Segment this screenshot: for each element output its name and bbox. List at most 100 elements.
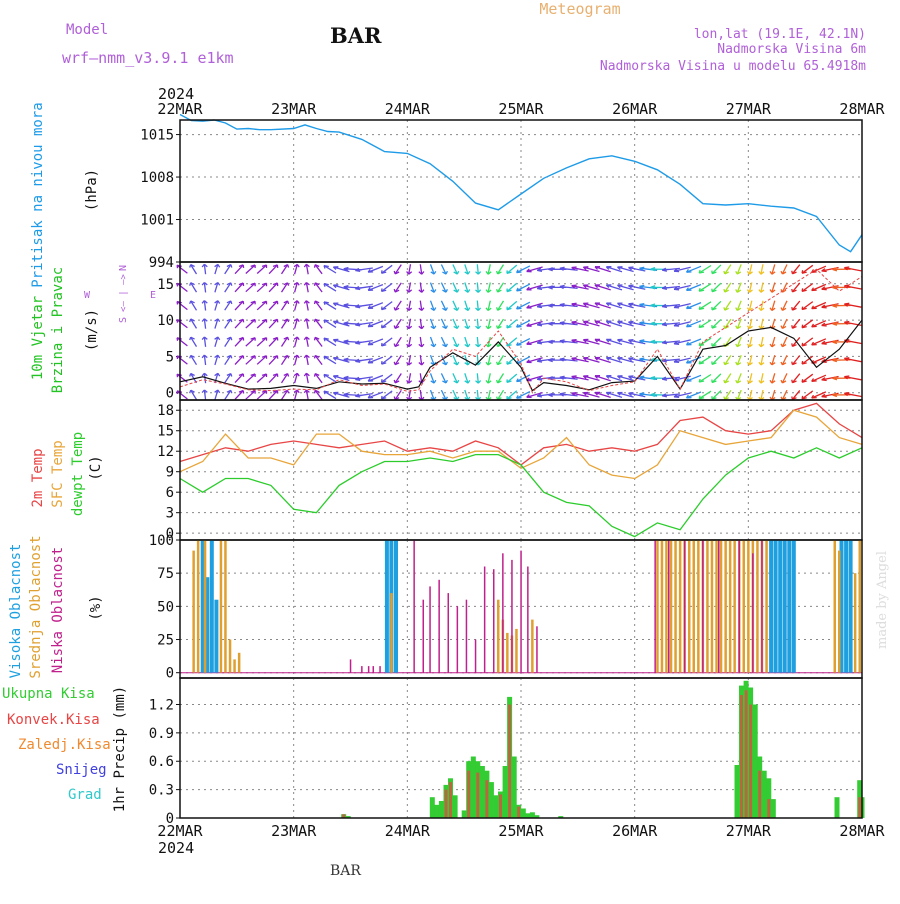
- wind-arrow: [802, 391, 813, 399]
- wind-arrowhead: [434, 308, 436, 311]
- wind-arrowhead: [190, 337, 191, 340]
- wind-axis-title: 10m Vjetar: [30, 296, 46, 380]
- legend-snow: Snijeg: [56, 762, 107, 778]
- wind-arrow: [802, 265, 813, 273]
- mid-cloud-bar: [834, 540, 837, 673]
- wind-arrowhead: [355, 325, 360, 326]
- mid-cloud-axis-title: Srednja Oblacnost: [28, 535, 44, 678]
- wind-arrow: [382, 283, 393, 291]
- mid-cloud-bar: [238, 653, 241, 673]
- date-label-bottom: 28MAR: [839, 822, 885, 840]
- wind-arrowhead: [304, 319, 306, 322]
- convective-rain-bar: [499, 794, 502, 818]
- y-tick-label: 5: [166, 349, 174, 365]
- wind-arrowhead: [190, 319, 191, 322]
- low-cloud-bar: [684, 540, 686, 673]
- product-title: Meteogram: [539, 0, 620, 18]
- temp-axis-unit: (C): [88, 455, 104, 480]
- y-tick-label: 18: [157, 403, 174, 419]
- wind-arrowhead: [446, 344, 447, 347]
- wind-arrow: [368, 375, 383, 381]
- wind-arrow: [257, 301, 266, 310]
- wind-arrow: [712, 391, 721, 400]
- mid-cloud-bar: [756, 540, 759, 673]
- precip-panel: 00.30.60.91.2: [149, 678, 865, 827]
- mid-cloud-bar: [679, 540, 682, 673]
- wind-arrowhead: [699, 272, 704, 273]
- wind-arrow: [246, 301, 255, 310]
- wind-arrowhead: [446, 289, 447, 292]
- low-cloud-bar: [429, 586, 431, 672]
- wind-arrowhead: [457, 362, 458, 365]
- wind-arrowhead: [537, 396, 542, 397]
- wind-arrow: [368, 339, 383, 345]
- date-label-bottom: 25MAR: [498, 822, 544, 840]
- wind-arrowhead: [517, 345, 522, 346]
- total-rain-bar: [489, 782, 494, 818]
- high-cloud-bar: [214, 600, 218, 673]
- wind-arrowhead: [355, 396, 360, 397]
- total-rain-bar: [503, 766, 508, 818]
- wind-arrow: [368, 303, 383, 309]
- date-label-bottom: 24MAR: [385, 822, 431, 840]
- convective-rain-bar: [767, 799, 770, 818]
- mid-cloud-bar: [724, 540, 727, 673]
- wind-arrow: [246, 356, 255, 365]
- convective-rain-bar: [858, 797, 861, 818]
- wind-arrowhead: [355, 289, 360, 290]
- y-tick-label: 9: [166, 465, 174, 481]
- date-label-top: 27MAR: [726, 100, 772, 118]
- wind-arrow: [507, 283, 517, 291]
- low-cloud-bar: [493, 569, 495, 673]
- wind-arrowhead: [822, 380, 827, 381]
- wind-arrowhead: [468, 380, 470, 383]
- wind-arrow: [257, 265, 266, 274]
- wind-arrowhead: [355, 343, 360, 344]
- convective-rain-bar: [449, 782, 452, 818]
- total-rain-bar: [835, 797, 840, 818]
- date-label-top: 26MAR: [612, 100, 658, 118]
- y-tick-label: 0: [166, 666, 174, 682]
- mid-cloud-bar: [670, 540, 673, 673]
- wind-arrowhead: [457, 289, 458, 292]
- wind-arrowhead: [674, 344, 679, 345]
- wind-arrowhead: [537, 343, 542, 344]
- wind-arrow: [177, 391, 187, 399]
- wind-arrowhead: [537, 307, 542, 308]
- wind-arrowhead: [699, 345, 704, 346]
- high-cloud-bar: [394, 540, 398, 673]
- wind-arrowhead: [446, 308, 447, 311]
- mid-cloud-bar: [693, 540, 696, 673]
- y-tick-label: 1015: [140, 128, 174, 144]
- total-rain-bar: [762, 771, 767, 818]
- date-label-top: 25MAR: [498, 100, 544, 118]
- mid-cloud-bar: [720, 540, 723, 673]
- wind-arrow: [246, 283, 255, 292]
- wind-arrowhead: [699, 308, 704, 309]
- wind-arrow: [712, 283, 721, 292]
- y-tick-label: 0.3: [149, 783, 174, 799]
- mid-cloud-bar: [674, 540, 677, 673]
- wind-arrowhead: [822, 397, 827, 398]
- legend-freezing-rain: Zaledj.Kisa: [18, 737, 111, 753]
- low-cloud-bar: [654, 540, 656, 673]
- sfc-axis-title: SFC Temp: [50, 440, 66, 507]
- y-tick-label: 100: [149, 533, 174, 549]
- wind-arrow: [368, 357, 383, 363]
- model-elevation-label: Nadmorska Visina u modelu 65.4918m: [600, 59, 866, 74]
- mid-cloud-bar: [733, 540, 736, 673]
- wind-arrowhead: [355, 361, 360, 362]
- wind-arrow: [382, 265, 393, 273]
- low-cloud-bar: [536, 626, 538, 672]
- convective-rain-bar: [467, 771, 470, 818]
- legend-hail: Grad: [68, 787, 102, 803]
- compass-east: E: [150, 290, 156, 301]
- date-label-bottom: 23MAR: [271, 822, 317, 840]
- cloud-axis-unit: (%): [88, 595, 104, 620]
- mid-cloud-bar: [531, 620, 534, 673]
- y-tick-label: 994: [149, 255, 174, 271]
- total-rain-bar: [753, 705, 758, 819]
- pressure-axis-title: Pritisak na nivou mora: [30, 102, 46, 287]
- mid-cloud-bar: [854, 573, 857, 673]
